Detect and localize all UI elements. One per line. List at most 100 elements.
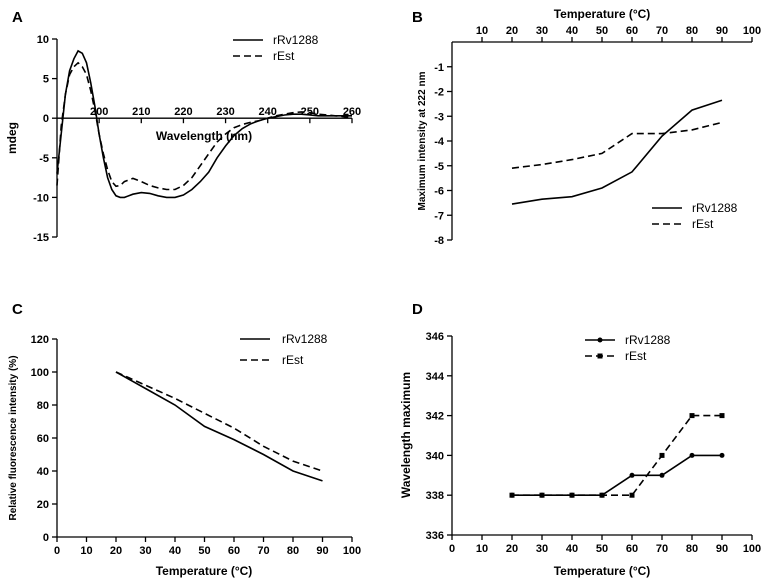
y-tick-label: 5 bbox=[43, 74, 49, 86]
legend-label-rest: rEst bbox=[692, 217, 714, 231]
x-tick-label: 30 bbox=[536, 25, 548, 37]
data-point-rrv1288 bbox=[629, 472, 635, 478]
x-tick-label: 50 bbox=[596, 25, 608, 37]
x-tick-label: 60 bbox=[228, 545, 240, 557]
x-tick-label: 100 bbox=[743, 25, 761, 37]
x-tick-label: 230 bbox=[216, 106, 234, 118]
x-tick-label: 80 bbox=[287, 545, 299, 557]
panel-b: B 10 20 30 40 50 60 70 80 90 100 -1 -2 -3 -4 -5 -6 -7 -8 Te… bbox=[412, 7, 761, 247]
y-tick-label: 338 bbox=[426, 490, 444, 502]
y-tick-label: 346 bbox=[426, 331, 444, 343]
series-line-rrv1288 bbox=[115, 371, 323, 482]
y-tick-label: -10 bbox=[33, 192, 49, 204]
legend-marker bbox=[597, 353, 603, 359]
y-tick-label: -3 bbox=[434, 111, 444, 123]
y-tick-label: 20 bbox=[37, 499, 49, 511]
panel-label: B bbox=[412, 9, 423, 26]
legend-label-rest: rEst bbox=[282, 353, 304, 367]
x-tick-label: 40 bbox=[566, 543, 578, 555]
legend-label-rrv1288: rRv1288 bbox=[273, 33, 319, 47]
x-tick-label: 90 bbox=[716, 543, 728, 555]
panel-label: C bbox=[12, 301, 23, 318]
y-tick-label: -5 bbox=[434, 161, 444, 173]
data-point-rest bbox=[539, 492, 545, 498]
panel-d: D 0 10 20 30 40 50 60 70 80 90 100 336 338 340 342 344 34… bbox=[399, 301, 761, 578]
data-point-rrv1288 bbox=[719, 452, 725, 458]
legend-label-rrv1288: rRv1288 bbox=[282, 332, 328, 346]
series-line-rrv1288 bbox=[56, 49, 352, 199]
x-tick-label: 70 bbox=[656, 25, 668, 37]
series-line-rest bbox=[512, 414, 722, 497]
y-tick-label: -6 bbox=[434, 186, 444, 198]
x-tick-label: 20 bbox=[506, 25, 518, 37]
y-tick-label: 0 bbox=[43, 113, 49, 125]
panel-label: D bbox=[412, 301, 423, 318]
data-point-rest bbox=[599, 492, 605, 498]
x-tick-label: 0 bbox=[449, 543, 455, 555]
x-tick-label: 80 bbox=[686, 25, 698, 37]
series-line-rest bbox=[115, 371, 323, 472]
y-tick-label: -2 bbox=[434, 87, 444, 99]
x-tick-label: 30 bbox=[139, 545, 151, 557]
x-tick-label: 30 bbox=[536, 543, 548, 555]
y-tick-label: 342 bbox=[426, 411, 444, 423]
x-tick-label: 100 bbox=[743, 543, 761, 555]
x-axis-title: Temperature (°C) bbox=[156, 564, 253, 578]
y-tick-label: 120 bbox=[31, 334, 49, 346]
legend-marker bbox=[597, 337, 603, 343]
y-tick-label: 80 bbox=[37, 400, 49, 412]
x-tick-label: 240 bbox=[259, 106, 277, 118]
x-tick-label: 10 bbox=[476, 25, 488, 37]
legend-label-rrv1288: rRv1288 bbox=[692, 201, 738, 215]
y-tick-label: -4 bbox=[434, 136, 445, 148]
data-point-rrv1288 bbox=[659, 472, 665, 478]
y-axis-title: Maximum intensity at 222 nm bbox=[417, 71, 428, 210]
y-axis-title: mdeg bbox=[5, 122, 19, 154]
data-point-rest bbox=[569, 492, 575, 498]
y-axis-title: Relative fluorescence intensity (%) bbox=[8, 355, 19, 520]
y-tick-label: -8 bbox=[434, 235, 444, 247]
panel-label: A bbox=[12, 9, 23, 26]
x-tick-label: 50 bbox=[198, 545, 210, 557]
y-tick-label: -15 bbox=[33, 232, 49, 244]
y-tick-label: 100 bbox=[31, 367, 49, 379]
data-point-rest bbox=[719, 413, 725, 419]
series-line-rest bbox=[511, 121, 723, 169]
x-tick-label: 40 bbox=[169, 545, 181, 557]
x-tick-label: 70 bbox=[257, 545, 269, 557]
x-tick-label: 60 bbox=[626, 25, 638, 37]
x-tick-label: 0 bbox=[54, 545, 60, 557]
x-tick-label: 10 bbox=[80, 545, 92, 557]
y-tick-label: 336 bbox=[426, 530, 444, 542]
legend-label-rest: rEst bbox=[625, 349, 647, 363]
x-tick-label: 10 bbox=[476, 543, 488, 555]
y-tick-label: -1 bbox=[434, 62, 444, 74]
x-tick-label: 20 bbox=[506, 543, 518, 555]
y-tick-label: 10 bbox=[37, 34, 49, 46]
x-tick-label: 210 bbox=[132, 106, 150, 118]
x-tick-label: 220 bbox=[174, 106, 192, 118]
x-tick-label: 40 bbox=[566, 25, 578, 37]
y-axis-title: Wavelength maximum bbox=[399, 372, 413, 498]
y-tick-label: 340 bbox=[426, 450, 444, 462]
y-tick-label: 0 bbox=[43, 532, 49, 544]
y-tick-label: -5 bbox=[39, 153, 49, 165]
data-point-rest bbox=[629, 492, 635, 498]
legend-label-rrv1288: rRv1288 bbox=[625, 333, 671, 347]
panel-c: C 0 10 20 30 40 50 60 70 80 90 100 0 20 40 60 80 100 120 Te… bbox=[8, 301, 361, 578]
y-tick-label: 344 bbox=[426, 371, 445, 383]
x-tick-label: 90 bbox=[316, 545, 328, 557]
x-axis-title: Wavelength (nm) bbox=[156, 129, 252, 143]
series-line-rrv1288 bbox=[512, 454, 722, 497]
x-tick-label: 50 bbox=[596, 543, 608, 555]
x-tick-label: 80 bbox=[686, 543, 698, 555]
x-axis-title: Temperature (°C) bbox=[554, 7, 651, 21]
x-tick-label: 100 bbox=[343, 545, 361, 557]
y-tick-label: -7 bbox=[434, 210, 444, 222]
data-point-rest bbox=[689, 413, 695, 419]
x-axis-title: Temperature (°C) bbox=[554, 564, 651, 578]
y-tick-label: 60 bbox=[37, 433, 49, 445]
series-line-rest bbox=[56, 61, 353, 191]
